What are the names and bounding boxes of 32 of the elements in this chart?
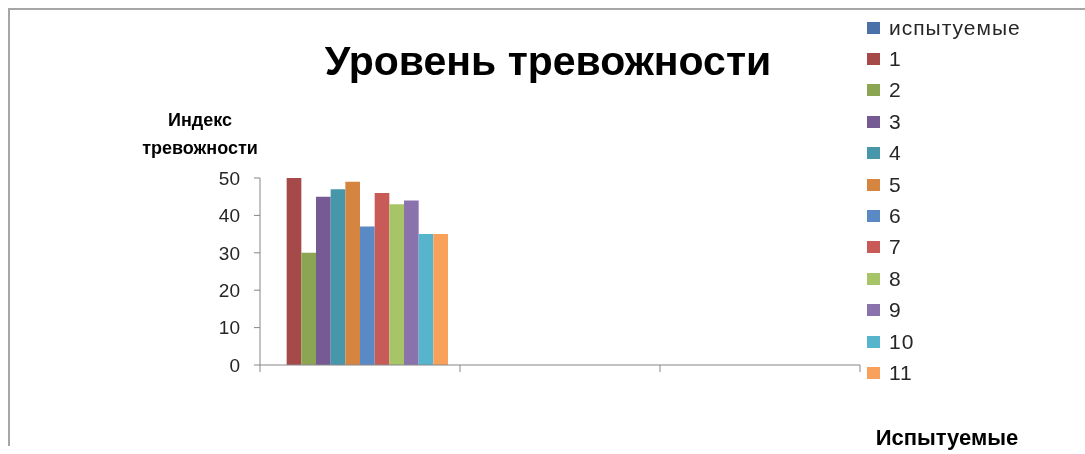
legend-label: 7 (889, 235, 902, 260)
bar (389, 204, 404, 365)
x-axis-title: Испытуемые (874, 424, 1020, 452)
y-tick-label: 30 (218, 242, 240, 264)
legend-label: 11 (889, 360, 913, 385)
legend-label: 8 (889, 266, 902, 291)
legend-label: испытуемые (889, 15, 1021, 40)
bar (301, 252, 316, 365)
y-tick-label: 10 (218, 317, 240, 339)
bar (345, 181, 360, 365)
bar (286, 178, 302, 365)
legend-label: 5 (889, 172, 902, 197)
y-tick-label: 50 (218, 167, 240, 189)
bar (330, 189, 346, 365)
bar (374, 192, 390, 365)
chart-title: Уровень тревожности (323, 37, 773, 86)
bar (316, 196, 331, 365)
bar (433, 234, 448, 365)
y-tick-label: 20 (218, 279, 240, 301)
legend-label: 6 (889, 204, 902, 229)
legend-label: 1 (889, 47, 902, 72)
y-tick-label: 0 (229, 354, 240, 376)
legend-label: 2 (889, 78, 902, 103)
bar (404, 200, 419, 365)
legend-label: 3 (889, 109, 902, 134)
legend-label: 9 (889, 298, 902, 323)
y-axis-title: Индекс тревожности (141, 109, 259, 160)
y-tick-label: 40 (218, 205, 240, 227)
bar (418, 234, 434, 365)
legend-label: 10 (889, 329, 915, 354)
bar (360, 226, 375, 365)
legend-label: 4 (889, 141, 902, 166)
